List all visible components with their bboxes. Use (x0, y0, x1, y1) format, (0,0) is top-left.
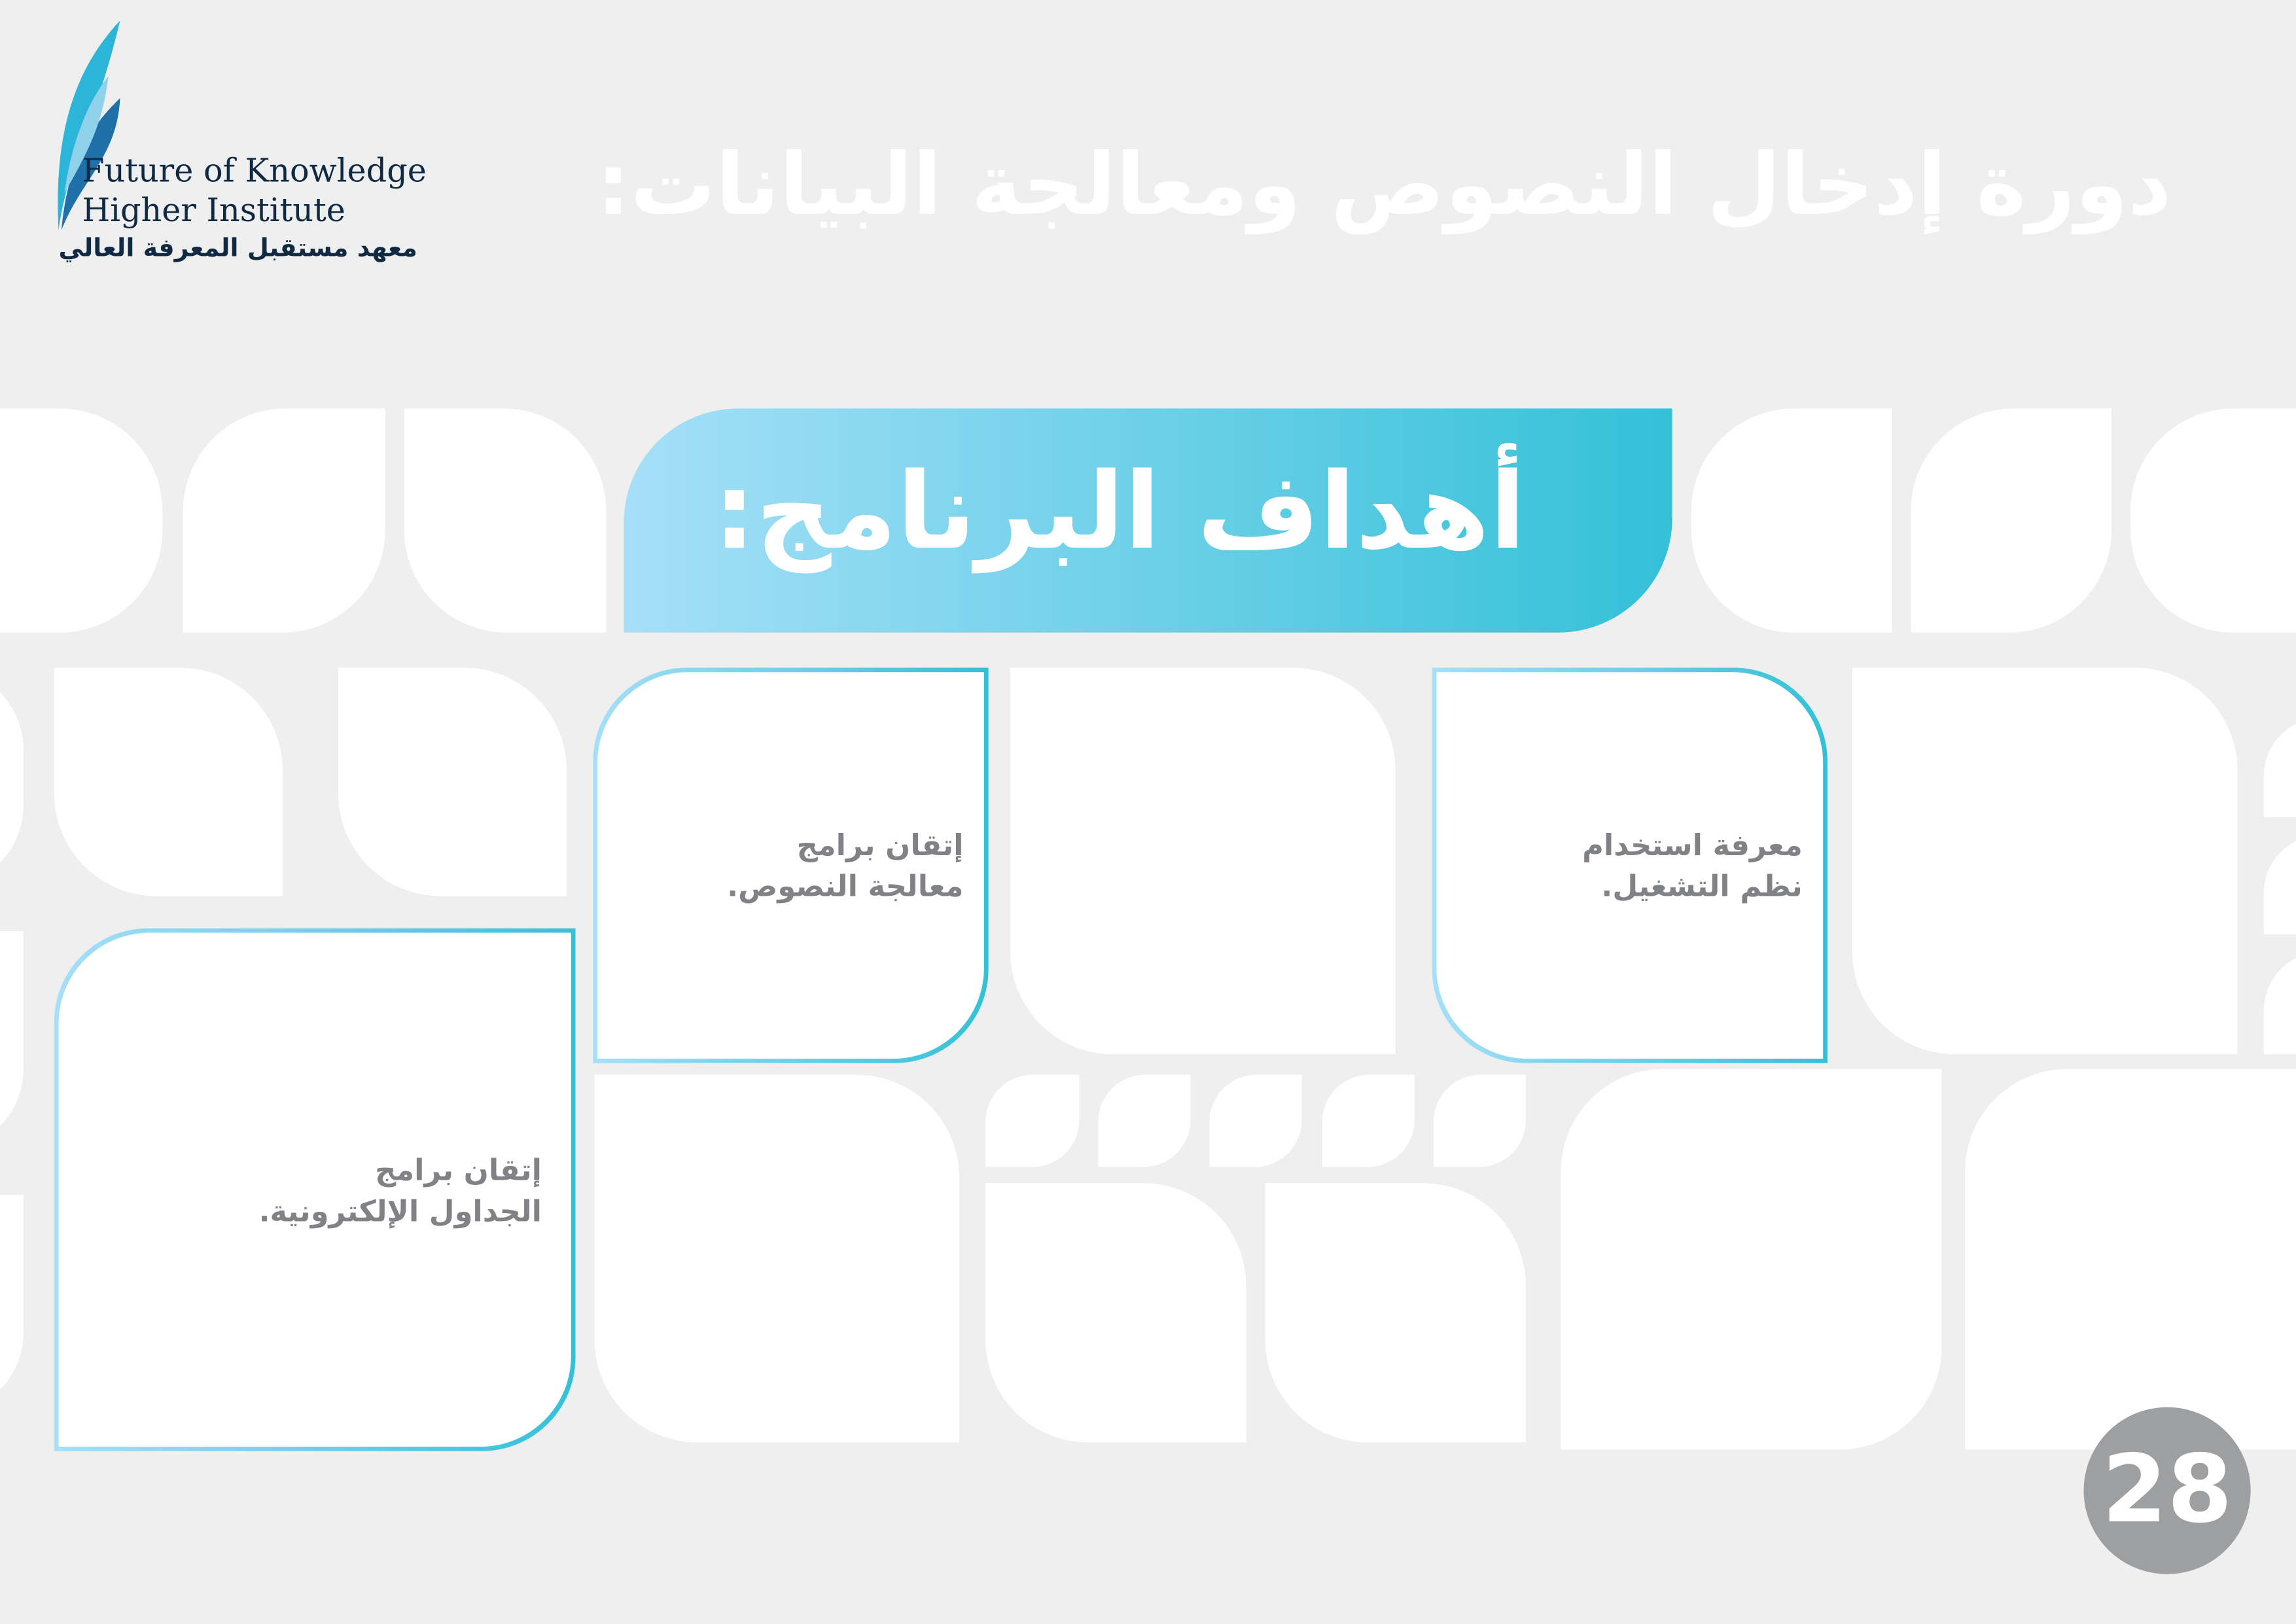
decor-shape (1561, 1068, 1942, 1450)
decor-shape (2263, 951, 2296, 1055)
goal-text: إتقان برامج الجداول الإلكترونية. (258, 1152, 542, 1228)
decor-shape (0, 931, 24, 1151)
decor-shape (1098, 1074, 1191, 1167)
decor-shape (1209, 1074, 1302, 1167)
decor-shape (1965, 1068, 2296, 1450)
decor-shape (1691, 408, 1892, 633)
decor-shape (183, 408, 385, 633)
decor-shape (594, 1074, 959, 1443)
logo-line-1: Future of Knowledge (82, 153, 427, 190)
logo-line-2: Higher Institute (82, 193, 345, 230)
decor-shape (338, 667, 567, 896)
decor-shape (404, 408, 607, 633)
decor-shape (985, 1074, 1080, 1167)
logo-name-ar: معهد مستقبل المعرفة العالي (58, 234, 417, 264)
course-title: دورة إدخال النصوص ومعالجة البيانات: (596, 134, 2172, 235)
goal-card-3: إتقان برامج الجداول الإلكترونية. (54, 928, 576, 1451)
decor-shape (2263, 717, 2296, 817)
decor-shape (0, 667, 24, 888)
decor-shape (1911, 408, 2112, 633)
goals-heading: أهداف البرنامج: (713, 450, 1526, 573)
decor-shape (1852, 667, 2238, 1055)
goal-card-1: معرفة استخدام نظم التشغيل. (1432, 667, 1828, 1063)
page-number-badge: 28 (2083, 1407, 2251, 1574)
decor-shape (2263, 834, 2296, 934)
decor-shape (1010, 667, 1396, 1055)
decor-shape (2130, 408, 2296, 633)
decor-shape (0, 408, 163, 633)
institute-logo: Future of Knowledge Higher Institute معه… (53, 18, 492, 281)
goal-card-2: إتقان برامج معالجة النصوص. (593, 667, 989, 1063)
decor-shape (54, 667, 283, 896)
decor-shape (1322, 1074, 1415, 1167)
logo-name-en: Future of Knowledge Higher Institute (82, 152, 427, 232)
goal-text: إتقان برامج معالجة النصوص. (727, 827, 964, 904)
decor-shape (0, 1195, 24, 1415)
decor-shape (1433, 1074, 1526, 1167)
decor-shape (1265, 1183, 1526, 1443)
goal-text: معرفة استخدام نظم التشغيل. (1582, 827, 1803, 904)
decor-shape (985, 1183, 1246, 1443)
goals-banner: أهداف البرنامج: (624, 408, 1672, 633)
feather-quill-icon (58, 20, 120, 230)
